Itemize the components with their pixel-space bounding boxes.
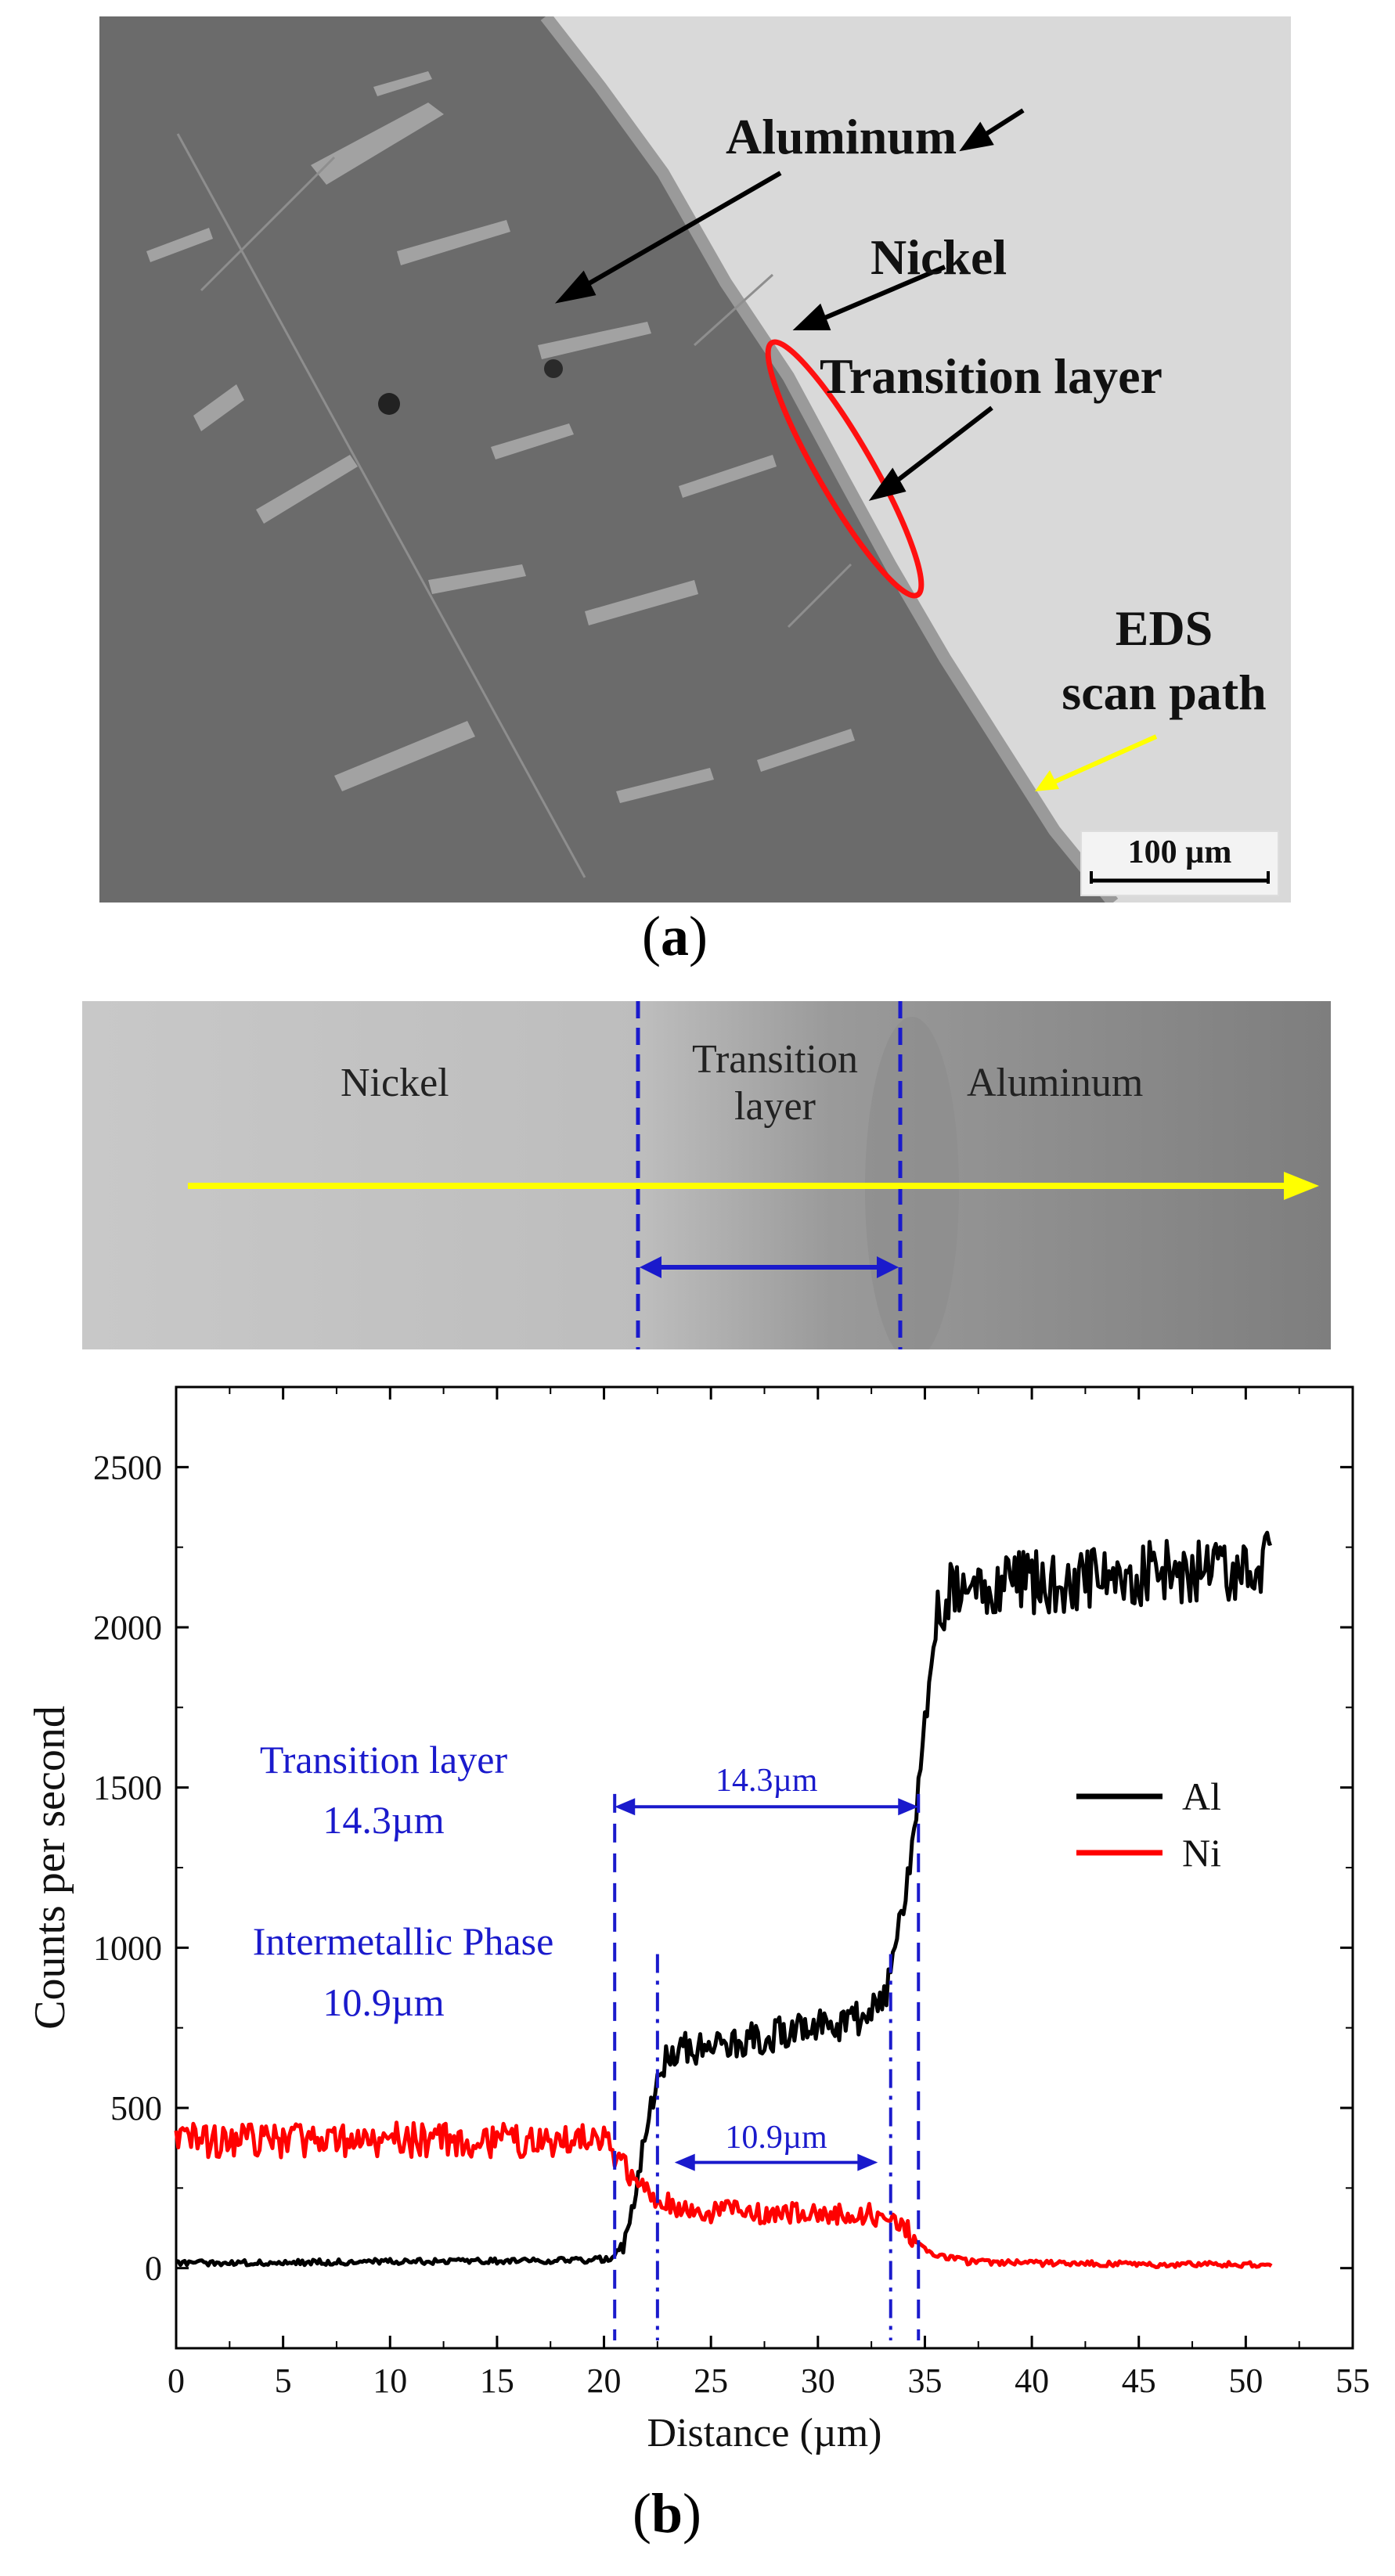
x-tick-label: 10 (373, 2362, 407, 2400)
x-tick-label: 25 (694, 2362, 728, 2400)
scale-bar-line (1090, 871, 1270, 884)
eds-strip-image-panel: Nickel Transition layer Aluminum (82, 1001, 1331, 1349)
label-aluminum: Aluminum (726, 109, 957, 164)
caption-a: (a) (642, 905, 708, 967)
x-tick-label: 35 (907, 2362, 942, 2400)
legend-label-al: Al (1182, 1774, 1221, 1818)
x-tick-label: 45 (1122, 2362, 1156, 2400)
label-scan-path: scan path (1062, 665, 1267, 720)
sem-micrograph-panel: Aluminum Nickel Transition layer EDS sca… (99, 16, 1291, 903)
intermetallic-span-arrow-head-right (857, 2153, 878, 2171)
annotation-transition-title: Transition layer (260, 1738, 508, 1782)
intermetallic-span-arrow-head-left (674, 2153, 695, 2171)
plot-frame (175, 1385, 1354, 2350)
annotation-intermetallic-title: Intermetallic Phase (253, 1919, 554, 1963)
annotation-intermetallic-value: 10.9µm (323, 1980, 444, 2024)
series-line-ni (174, 2120, 1273, 2269)
strip-label-transition: Transition layer (692, 1037, 858, 1129)
x-tick-label: 5 (275, 2362, 292, 2400)
x-axis-label: Distance (µm) (647, 2411, 882, 2455)
label-eds: EDS (1115, 600, 1213, 656)
y-tick-label: 1500 (93, 1769, 162, 1807)
x-tick-label: 50 (1228, 2362, 1263, 2400)
series-line-al (175, 1530, 1272, 2268)
x-tick-label: 0 (168, 2362, 185, 2400)
intermetallic-span-label: 10.9µm (725, 2120, 827, 2156)
label-transition-layer: Transition layer (820, 348, 1162, 404)
legend-label-ni: Ni (1182, 1831, 1221, 1875)
chart-svg: 0 5 10 15 20 25 30 35 40 45 50 55 0 500 1000 1500 2000 25… (26, 1385, 1370, 2455)
sem-micrograph-image (99, 16, 1291, 903)
annotation-transition-value: 14.3µm (323, 1798, 444, 1842)
y-tick-label: 2500 (93, 1448, 162, 1486)
transition-span-label: 14.3µm (716, 1763, 818, 1799)
x-tick-label: 20 (587, 2362, 622, 2400)
x-tick-label: 30 (801, 2362, 835, 2400)
strip-label-nickel: Nickel (341, 1061, 449, 1105)
transition-span-arrow-head-left (615, 1798, 636, 1816)
y-tick-label: 2000 (93, 1609, 162, 1647)
label-nickel: Nickel (871, 229, 1008, 285)
caption-b: (b) (633, 2482, 702, 2545)
eds-strip-image (82, 1001, 1331, 1349)
x-tick-label: 55 (1336, 2362, 1370, 2400)
eds-line-scan-chart: 0 5 10 15 20 25 30 35 40 45 50 55 0 500 1000 1500 2000 25… (0, 1370, 1395, 2481)
y-tick-label: 1000 (93, 1929, 162, 1967)
scale-bar: 100 µm (1080, 830, 1279, 896)
x-tick-label: 40 (1015, 2362, 1049, 2400)
strip-label-aluminum: Aluminum (967, 1061, 1144, 1105)
transition-span-arrow-head-right (898, 1798, 919, 1816)
y-axis-label: Counts per second (26, 1706, 74, 2030)
y-tick-label: 0 (145, 2250, 162, 2288)
x-tick-label: 15 (480, 2362, 514, 2400)
scale-bar-label: 100 µm (1127, 834, 1232, 870)
y-tick-label: 500 (110, 2089, 162, 2127)
